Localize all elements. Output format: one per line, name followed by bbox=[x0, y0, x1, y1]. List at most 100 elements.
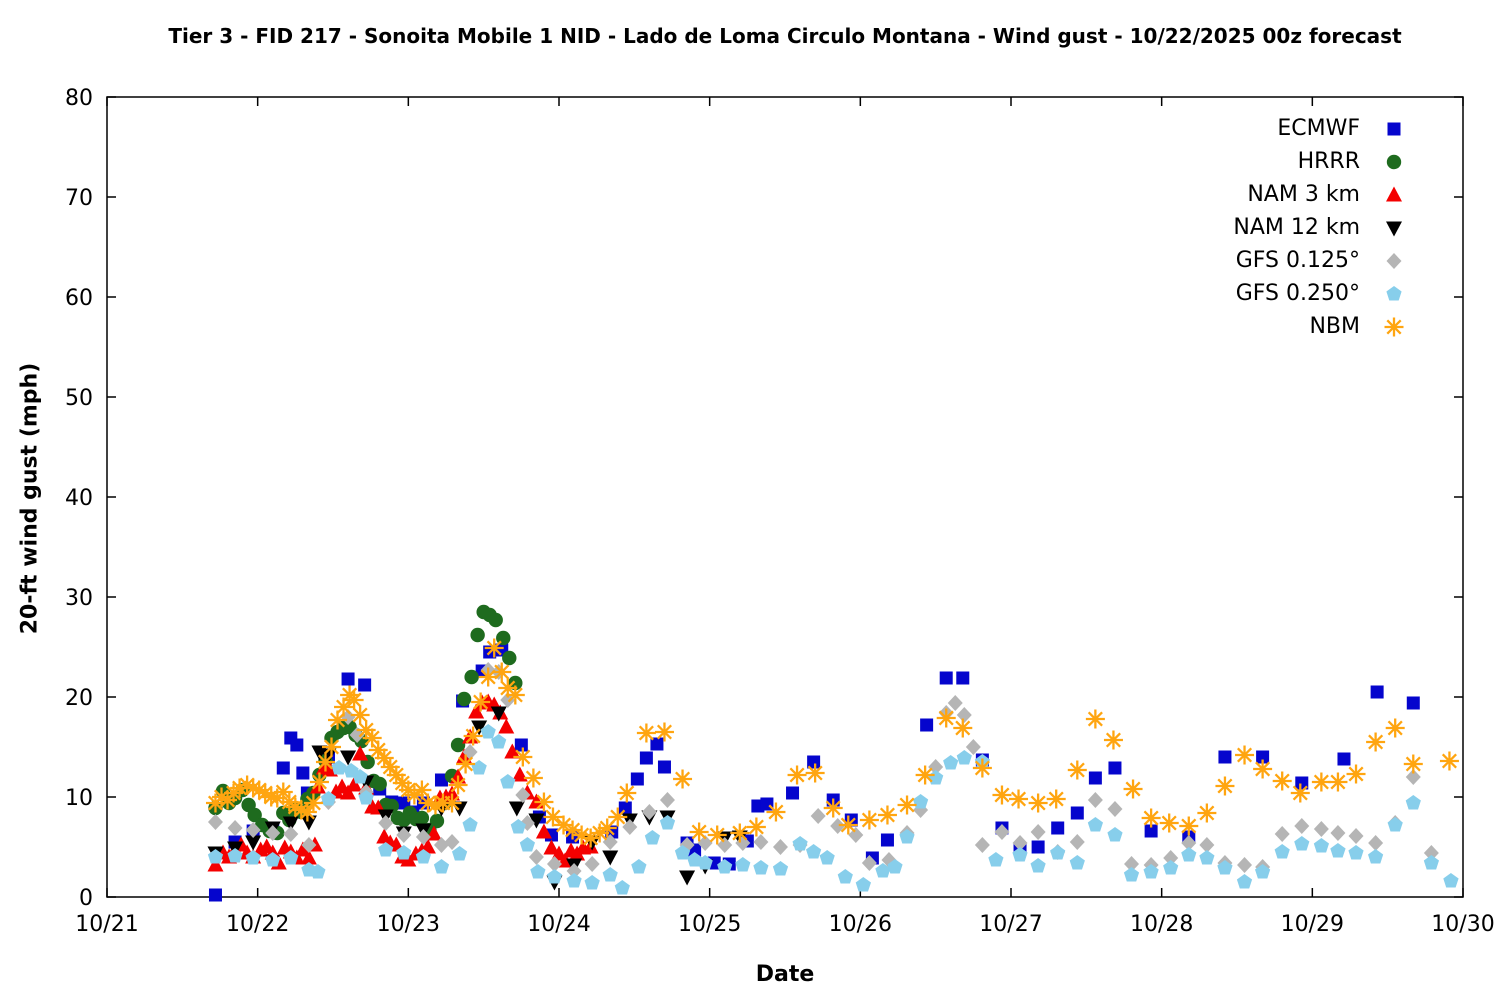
data-point-nbm bbox=[689, 822, 709, 842]
y-axis-label: 20-ft wind gust (mph) bbox=[17, 362, 43, 635]
data-point-nbm bbox=[303, 793, 323, 813]
data-point-nam-12-km bbox=[490, 706, 507, 722]
data-point-gfs-0-250 bbox=[1423, 855, 1439, 870]
x-axis-label: Date bbox=[755, 962, 815, 987]
data-point-nbm bbox=[1253, 759, 1273, 779]
data-point-nbm bbox=[859, 810, 879, 830]
data-point-gfs-0-250 bbox=[674, 845, 691, 860]
data-point-gfs-0-125 bbox=[974, 837, 990, 853]
data-point-gfs-0-250 bbox=[227, 848, 243, 863]
data-point-nam-3-km bbox=[468, 703, 485, 719]
data-point-gfs-0-250 bbox=[1087, 817, 1103, 832]
data-point-nbm bbox=[471, 692, 491, 712]
data-point-nbm bbox=[636, 723, 656, 743]
data-point-ecmwf bbox=[1256, 750, 1270, 764]
data-point-nbm bbox=[1197, 803, 1217, 823]
data-point-gfs-0-125 bbox=[566, 863, 582, 879]
x-tick-label: 10/30 bbox=[1431, 912, 1494, 937]
data-point-gfs-0-250 bbox=[415, 849, 431, 864]
data-point-gfs-0-125 bbox=[396, 827, 412, 843]
data-point-gfs-0-250 bbox=[1030, 858, 1046, 873]
data-point-gfs-0-250 bbox=[614, 880, 630, 895]
data-point-gfs-0-250 bbox=[530, 864, 546, 879]
data-point-hrrr bbox=[414, 810, 430, 826]
data-point-nam-3-km bbox=[207, 856, 224, 872]
data-point-nbm bbox=[838, 815, 858, 835]
data-point-gfs-0-250 bbox=[433, 859, 450, 874]
data-point-gfs-0-250 bbox=[943, 755, 959, 770]
data-point-gfs-0-250 bbox=[396, 845, 412, 860]
data-point-nam-3-km bbox=[498, 718, 515, 734]
data-point-nbm bbox=[953, 718, 973, 738]
legend-marker-gfs-0-250-icon bbox=[1386, 285, 1402, 300]
x-tick-label: 10/22 bbox=[226, 912, 289, 937]
data-point-gfs-0-125 bbox=[528, 849, 544, 865]
data-point-ecmwf bbox=[956, 671, 970, 685]
data-point-nbm bbox=[1385, 718, 1405, 738]
legend-marker-nbm-icon bbox=[1384, 317, 1404, 336]
y-tick-label: 60 bbox=[65, 286, 93, 311]
data-point-nbm bbox=[673, 769, 693, 789]
data-point-nbm bbox=[972, 758, 992, 778]
data-point-nbm bbox=[273, 782, 293, 802]
data-point-gfs-0-125 bbox=[207, 814, 223, 830]
legend-marker-nam-3-km-icon bbox=[1386, 186, 1402, 201]
data-point-gfs-0-250 bbox=[644, 830, 660, 845]
data-point-ecmwf bbox=[514, 738, 528, 752]
data-point-nbm bbox=[707, 825, 727, 845]
data-point-gfs-0-125 bbox=[515, 787, 531, 803]
data-point-gfs-0-250 bbox=[1107, 827, 1123, 842]
y-tick-label: 20 bbox=[65, 686, 93, 711]
data-point-gfs-0-125 bbox=[994, 824, 1010, 840]
data-point-hrrr bbox=[488, 612, 503, 628]
data-point-nam-12-km bbox=[679, 870, 696, 886]
data-point-gfs-0-125 bbox=[1087, 792, 1103, 808]
data-point-gfs-0-125 bbox=[1237, 857, 1253, 873]
data-point-gfs-0-250 bbox=[602, 867, 618, 882]
x-tick-label: 10/27 bbox=[979, 912, 1042, 937]
data-point-gfs-0-125 bbox=[697, 835, 713, 851]
x-tick-label: 10/21 bbox=[75, 912, 138, 937]
data-point-gfs-0-125 bbox=[956, 707, 972, 723]
x-tick-label: 10/25 bbox=[678, 912, 741, 937]
data-point-ecmwf bbox=[1370, 685, 1384, 699]
data-point-ecmwf bbox=[1218, 750, 1232, 764]
data-point-ecmwf bbox=[786, 786, 800, 800]
data-point-hrrr bbox=[470, 627, 485, 643]
data-point-nbm bbox=[1085, 709, 1105, 729]
x-tick-label: 10/26 bbox=[829, 912, 892, 937]
data-point-nbm bbox=[456, 754, 476, 774]
data-point-gfs-0-125 bbox=[1107, 801, 1123, 817]
data-point-gfs-0-125 bbox=[1199, 837, 1215, 853]
data-point-gfs-0-250 bbox=[875, 863, 891, 878]
data-point-nbm bbox=[1028, 793, 1048, 813]
data-point-gfs-0-125 bbox=[584, 856, 600, 872]
data-point-nbm bbox=[1290, 783, 1310, 803]
legend-label-nbm: NBM bbox=[1309, 314, 1360, 339]
legend-entry-nbm: NBM bbox=[1233, 310, 1406, 343]
data-point-ecmwf bbox=[1144, 824, 1158, 838]
data-point-gfs-0-125 bbox=[433, 837, 449, 853]
data-point-gfs-0-125 bbox=[1069, 834, 1085, 850]
x-tick-label: 10/23 bbox=[377, 912, 440, 937]
data-point-gfs-0-125 bbox=[928, 759, 944, 775]
y-tick-label: 30 bbox=[65, 586, 93, 611]
data-point-nbm bbox=[1141, 808, 1161, 828]
data-point-gfs-0-250 bbox=[1330, 843, 1346, 858]
data-point-nam-3-km bbox=[294, 841, 311, 857]
data-point-nam-3-km bbox=[340, 784, 357, 800]
data-point-nam-12-km bbox=[340, 750, 357, 766]
data-point-gfs-0-125 bbox=[265, 825, 281, 841]
legend-label-hrrr: HRRR bbox=[1297, 149, 1360, 174]
data-point-gfs-0-125 bbox=[1294, 818, 1310, 834]
data-point-gfs-0-125 bbox=[1274, 826, 1290, 842]
data-point-nbm bbox=[1311, 772, 1331, 792]
data-point-gfs-0-250 bbox=[207, 849, 224, 864]
data-point-nam-12-km bbox=[471, 720, 488, 736]
data-point-ecmwf bbox=[1070, 806, 1084, 820]
data-point-gfs-0-250 bbox=[245, 850, 261, 865]
data-point-nbm bbox=[766, 802, 786, 822]
y-tick-label: 50 bbox=[65, 386, 93, 411]
data-point-gfs-0-250 bbox=[1236, 874, 1253, 889]
data-point-nbm bbox=[608, 807, 628, 827]
